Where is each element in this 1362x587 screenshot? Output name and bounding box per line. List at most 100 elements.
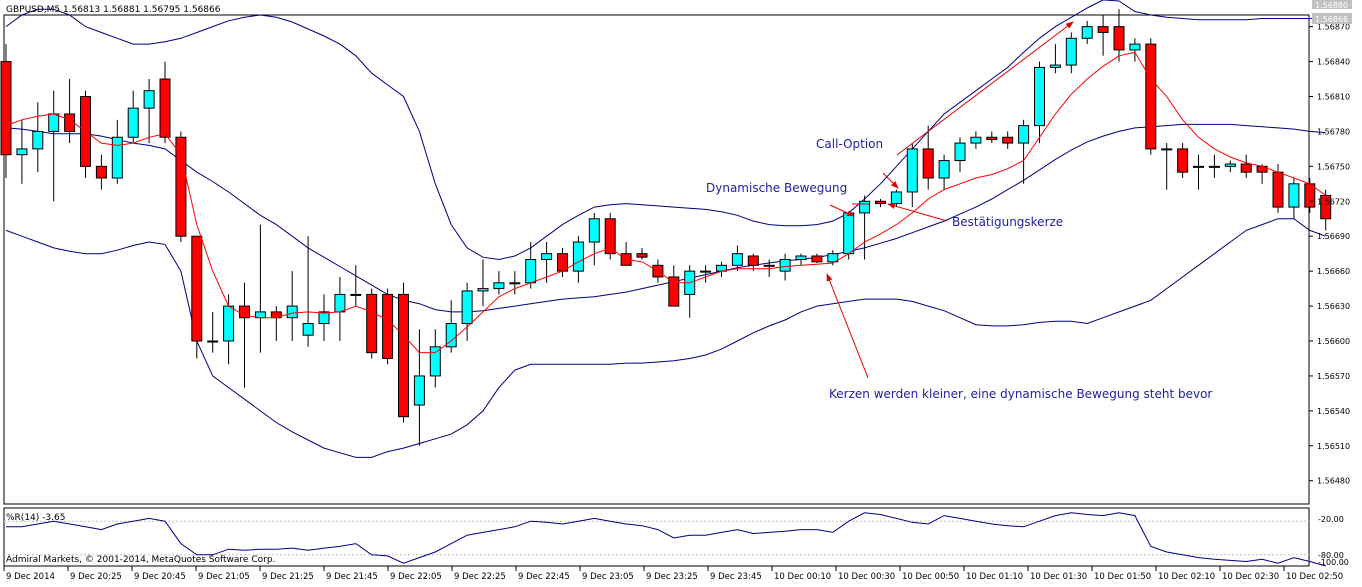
bull-candle — [1224, 163, 1236, 167]
x-tick-label: 9 Dec 22:05 — [390, 572, 442, 582]
x-tick-label: 10 Dec 01:30 — [1030, 572, 1087, 582]
annotation-confirmation: Bestätigungskerze — [952, 215, 1063, 229]
bull-candle — [111, 136, 123, 179]
bull-candle — [207, 340, 219, 343]
y-tick-label: 1.56870 — [1317, 23, 1350, 32]
bull-candle — [1129, 43, 1141, 51]
bull-candle — [1208, 165, 1220, 168]
bull-candle — [525, 259, 537, 284]
bear-candle — [1113, 26, 1125, 51]
price-axis: 1.56870 1.56840 1.56810 1.56780 1.56750 1.567… — [1309, 23, 1350, 486]
bull-candle — [509, 282, 521, 285]
bull-candle — [843, 212, 855, 255]
bull-candle — [461, 290, 473, 325]
y-tick-label: 1.56630 — [1317, 302, 1350, 311]
bear-candle — [398, 293, 409, 418]
bear-candle — [159, 78, 171, 138]
bull-candle — [32, 130, 44, 150]
x-tick-label: 10 Dec 00:10 — [774, 572, 831, 582]
y-tick-label: 1.56780 — [1317, 127, 1350, 136]
indicator-plot-frame — [3, 507, 1310, 567]
x-tick-label: 9 Dec 21:25 — [262, 572, 314, 582]
bull-candle — [286, 305, 298, 319]
bear-candle — [1097, 26, 1109, 33]
bear-candle — [1304, 183, 1316, 208]
bear-candle — [239, 305, 250, 319]
moving-average — [5, 51, 1326, 354]
bull-candle — [302, 323, 314, 336]
y-tick-label: 1.56480 — [1317, 477, 1350, 486]
moving-average-line — [5, 51, 1326, 354]
x-tick-label: 10 Dec 02:30 — [1222, 572, 1279, 582]
bull-candle — [1193, 165, 1204, 168]
bear-candle — [636, 253, 648, 258]
bear-candle — [604, 218, 616, 255]
bull-candle — [1161, 148, 1173, 151]
x-tick-label: 10 Dec 02:10 — [1158, 572, 1215, 582]
bull-candle — [859, 200, 871, 214]
bull-candle — [906, 148, 918, 193]
bull-candle — [1081, 26, 1093, 39]
bull-candle — [1288, 183, 1300, 208]
bull-candle — [970, 136, 982, 144]
bull-candle — [429, 346, 441, 377]
bear-candle — [191, 235, 203, 342]
x-tick-label: 9 Dec 22:45 — [518, 572, 570, 582]
confirmation-arrow — [887, 203, 948, 222]
x-tick-label: 9 Dec 23:45 — [710, 572, 762, 582]
bear-candle — [1272, 171, 1284, 208]
bull-candle — [572, 241, 584, 272]
bull-candle — [413, 375, 425, 406]
bear-candle — [922, 148, 934, 179]
candles-smaller-arrow — [826, 273, 869, 379]
bull-candle — [445, 323, 457, 348]
bull-candle — [954, 142, 966, 162]
bull-candle — [588, 218, 600, 243]
bollinger-middle-line — [5, 123, 1326, 313]
call-option-arrow — [882, 172, 899, 189]
bear-candle — [747, 255, 759, 266]
bull-candle — [1049, 64, 1061, 68]
x-tick-label: 9 Dec 22:25 — [454, 572, 506, 582]
bull-candle — [938, 160, 950, 179]
bull-candle — [1034, 66, 1045, 127]
wpr-level-mid: -80.00 — [1318, 551, 1344, 560]
annotation-call-option: Call-Option — [816, 137, 883, 151]
y-tick-label: 1.56510 — [1317, 442, 1350, 451]
symbol-info: GBPUSD,M5 1.56813 1.56881 1.56795 1.5686… — [6, 5, 221, 15]
y-tick-label: 1.56600 — [1317, 337, 1350, 346]
wpr-indicator — [4, 512, 1326, 567]
bull-candle — [1065, 37, 1077, 66]
bull-candle — [779, 259, 791, 272]
bull-candle — [48, 113, 60, 132]
x-tick-label: 9 Dec 21:45 — [326, 572, 378, 582]
bear-candle — [1177, 148, 1189, 173]
bear-candle — [875, 200, 886, 205]
y-tick-label: 1.56720 — [1317, 197, 1350, 206]
bear-candle — [366, 293, 378, 354]
bull-candle — [16, 148, 28, 156]
bear-candle — [811, 255, 823, 263]
bear-candle — [175, 136, 187, 237]
trend-arrow — [896, 21, 1074, 156]
bear-candle — [0, 61, 12, 156]
time-axis: 9 Dec 2014 9 Dec 20:25 9 Dec 20:45 9 Dec 21… — [3, 566, 1343, 582]
bull-candle — [1018, 125, 1030, 144]
bear-candle — [1240, 163, 1252, 173]
bollinger-bands — [5, 0, 1326, 458]
x-tick-label: 9 Dec 20:45 — [134, 572, 186, 582]
bull-candle — [223, 305, 235, 342]
bull-candle — [541, 253, 553, 261]
annotation-candles-smaller: Kerzen werden kleiner, eine dynamische B… — [829, 387, 1212, 401]
x-tick-label: 9 Dec 2014 — [6, 572, 55, 582]
candles-layer — [0, 9, 1332, 446]
wpr-line — [6, 512, 1326, 567]
copyright-text: Admiral Markets, © 2001-2014, MetaQuotes… — [6, 555, 275, 565]
bear-candle — [64, 113, 76, 132]
current-price-label: 1.56866 — [1315, 15, 1348, 24]
y-tick-label: 1.56840 — [1317, 58, 1350, 67]
current-price-tag-top — [1312, 0, 1352, 9]
bull-candle — [127, 107, 139, 138]
current-price-label-top: 1.56880 — [1315, 1, 1348, 10]
